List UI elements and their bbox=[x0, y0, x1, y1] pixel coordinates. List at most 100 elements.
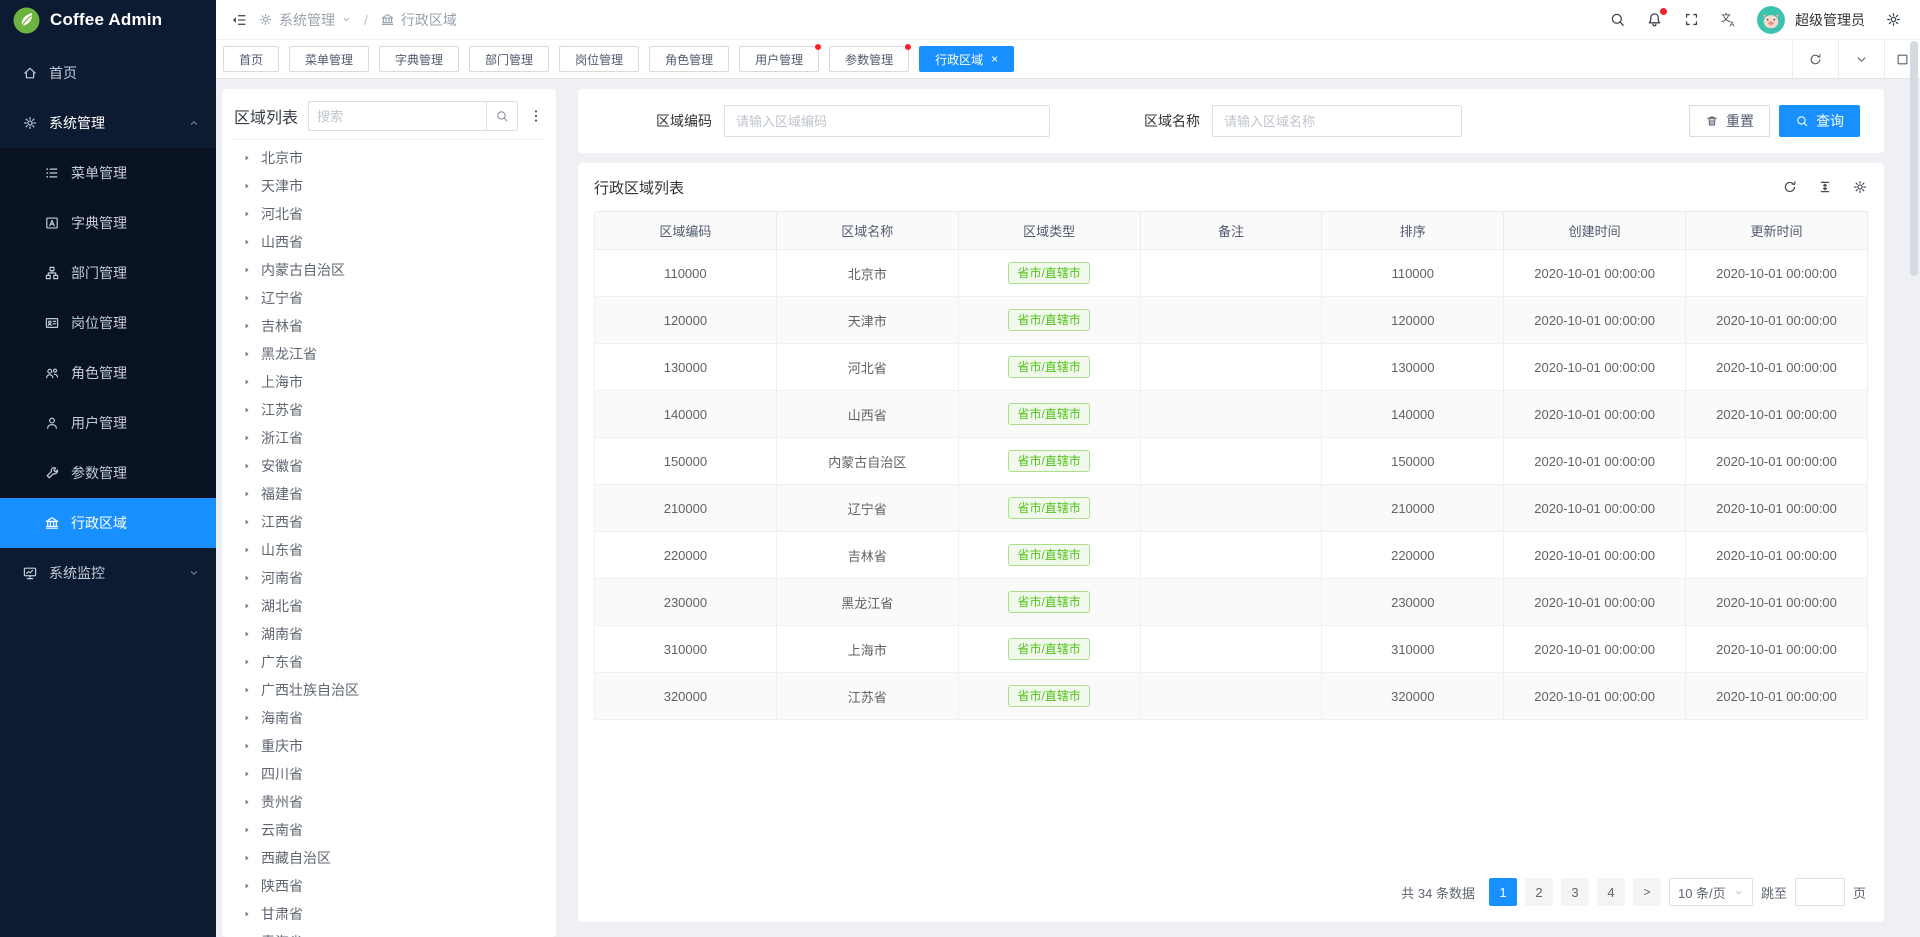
caret-right-icon[interactable] bbox=[242, 825, 252, 835]
tab-字典管理[interactable]: 字典管理 bbox=[379, 46, 460, 72]
user-avatar[interactable] bbox=[1757, 5, 1785, 34]
tree-item-陕西省[interactable]: 陕西省 bbox=[234, 872, 544, 900]
caret-right-icon[interactable] bbox=[242, 209, 252, 219]
tree-item-甘肃省[interactable]: 甘肃省 bbox=[234, 900, 544, 928]
caret-right-icon[interactable] bbox=[242, 377, 252, 387]
caret-right-icon[interactable] bbox=[242, 657, 252, 667]
tree-item-天津市[interactable]: 天津市 bbox=[234, 172, 544, 200]
sidebar-item-dict-management[interactable]: 字典管理 bbox=[0, 198, 216, 248]
jump-page-input[interactable] bbox=[1794, 878, 1845, 906]
caret-right-icon[interactable] bbox=[242, 461, 252, 471]
tree-item-北京市[interactable]: 北京市 bbox=[234, 144, 544, 172]
tab-用户管理[interactable]: 用户管理 bbox=[739, 44, 822, 72]
caret-right-icon[interactable] bbox=[242, 153, 252, 163]
caret-right-icon[interactable] bbox=[242, 517, 252, 527]
sidebar-item-user-management[interactable]: 用户管理 bbox=[0, 398, 216, 448]
tree-item-海南省[interactable]: 海南省 bbox=[234, 704, 544, 732]
caret-right-icon[interactable] bbox=[242, 853, 252, 863]
tab-部门管理[interactable]: 部门管理 bbox=[469, 46, 550, 72]
caret-right-icon[interactable] bbox=[242, 489, 252, 499]
caret-right-icon[interactable] bbox=[242, 321, 252, 331]
caret-right-icon[interactable] bbox=[242, 405, 252, 415]
tree-item-江西省[interactable]: 江西省 bbox=[234, 508, 544, 536]
caret-right-icon[interactable] bbox=[242, 909, 252, 919]
tree-item-河南省[interactable]: 河南省 bbox=[234, 564, 544, 592]
page-size-select[interactable]: 10 条/页 bbox=[1668, 878, 1753, 906]
tree-item-山西省[interactable]: 山西省 bbox=[234, 228, 544, 256]
caret-right-icon[interactable] bbox=[242, 741, 252, 751]
caret-right-icon[interactable] bbox=[242, 237, 252, 247]
page-scrollbar[interactable] bbox=[1910, 41, 1918, 935]
fullscreen-icon[interactable] bbox=[1683, 11, 1700, 28]
tree-item-重庆市[interactable]: 重庆市 bbox=[234, 732, 544, 760]
sidebar-item-menu-management[interactable]: 菜单管理 bbox=[0, 148, 216, 198]
next-page-button[interactable]: > bbox=[1632, 878, 1661, 906]
tree-item-四川省[interactable]: 四川省 bbox=[234, 760, 544, 788]
caret-right-icon[interactable] bbox=[242, 573, 252, 583]
caret-right-icon[interactable] bbox=[242, 797, 252, 807]
scrollbar-thumb[interactable] bbox=[1910, 41, 1918, 276]
sidebar-collapse-icon[interactable] bbox=[230, 11, 248, 29]
breadcrumb-page[interactable]: 行政区域 bbox=[380, 10, 457, 30]
page-button-3[interactable]: 3 bbox=[1560, 878, 1589, 906]
caret-right-icon[interactable] bbox=[242, 881, 252, 891]
sidebar-item-dept-management[interactable]: 部门管理 bbox=[0, 248, 216, 298]
tab-菜单管理[interactable]: 菜单管理 bbox=[289, 46, 370, 72]
content-maximize-button[interactable] bbox=[1884, 40, 1920, 78]
sidebar-item-home[interactable]: 首页 bbox=[0, 48, 216, 98]
caret-right-icon[interactable] bbox=[242, 433, 252, 443]
sidebar-item-system-management[interactable]: 系统管理 bbox=[0, 98, 216, 148]
tree-item-浙江省[interactable]: 浙江省 bbox=[234, 424, 544, 452]
kebab-menu-icon[interactable] bbox=[528, 107, 544, 125]
page-button-2[interactable]: 2 bbox=[1524, 878, 1553, 906]
notifications-bell-icon[interactable] bbox=[1646, 8, 1667, 28]
column-settings-gear-icon[interactable] bbox=[1852, 179, 1868, 195]
caret-right-icon[interactable] bbox=[242, 629, 252, 639]
tab-参数管理[interactable]: 参数管理 bbox=[829, 44, 912, 72]
tree-item-山东省[interactable]: 山东省 bbox=[234, 536, 544, 564]
page-button-1[interactable]: 1 bbox=[1488, 878, 1517, 906]
tree-item-湖南省[interactable]: 湖南省 bbox=[234, 620, 544, 648]
breadcrumb-section[interactable]: 系统管理 bbox=[258, 10, 352, 30]
caret-right-icon[interactable] bbox=[242, 685, 252, 695]
reset-button[interactable]: 重置 bbox=[1689, 105, 1770, 137]
tab-首页[interactable]: 首页 bbox=[223, 46, 280, 72]
tree-item-福建省[interactable]: 福建省 bbox=[234, 480, 544, 508]
region-code-input[interactable] bbox=[724, 105, 1050, 137]
tree-item-河北省[interactable]: 河北省 bbox=[234, 200, 544, 228]
caret-right-icon[interactable] bbox=[242, 601, 252, 611]
tab-角色管理[interactable]: 角色管理 bbox=[649, 46, 730, 72]
tree-item-上海市[interactable]: 上海市 bbox=[234, 368, 544, 396]
settings-gear-icon[interactable] bbox=[1885, 11, 1902, 28]
caret-right-icon[interactable] bbox=[242, 713, 252, 723]
tree-item-西藏自治区[interactable]: 西藏自治区 bbox=[234, 844, 544, 872]
tree-item-江苏省[interactable]: 江苏省 bbox=[234, 396, 544, 424]
caret-right-icon[interactable] bbox=[242, 181, 252, 191]
tree-item-青海省[interactable]: 青海省 bbox=[234, 928, 544, 937]
tree-item-广东省[interactable]: 广东省 bbox=[234, 648, 544, 676]
region-name-input[interactable] bbox=[1212, 105, 1462, 137]
caret-right-icon[interactable] bbox=[242, 293, 252, 303]
user-name[interactable]: 超级管理员 bbox=[1795, 11, 1865, 28]
tree-item-贵州省[interactable]: 贵州省 bbox=[234, 788, 544, 816]
density-icon[interactable] bbox=[1817, 179, 1833, 195]
caret-right-icon[interactable] bbox=[242, 769, 252, 779]
page-button-4[interactable]: 4 bbox=[1596, 878, 1625, 906]
region-tree-search-input[interactable] bbox=[308, 101, 486, 131]
sidebar-item-admin-region[interactable]: 行政区域 bbox=[0, 498, 216, 548]
sidebar-item-post-management[interactable]: 岗位管理 bbox=[0, 298, 216, 348]
search-button[interactable]: 查询 bbox=[1779, 105, 1860, 137]
tree-item-辽宁省[interactable]: 辽宁省 bbox=[234, 284, 544, 312]
tabs-refresh-button[interactable] bbox=[1792, 40, 1838, 78]
tree-item-内蒙古自治区[interactable]: 内蒙古自治区 bbox=[234, 256, 544, 284]
caret-right-icon[interactable] bbox=[242, 545, 252, 555]
caret-right-icon[interactable] bbox=[242, 265, 252, 275]
sidebar-item-system-monitor[interactable]: 系统监控 bbox=[0, 548, 216, 598]
region-tree-search-button[interactable] bbox=[486, 101, 518, 131]
tabs-menu-button[interactable] bbox=[1838, 40, 1884, 78]
tab-行政区域[interactable]: 行政区域 × bbox=[919, 46, 1015, 72]
refresh-icon[interactable] bbox=[1782, 179, 1798, 195]
search-icon[interactable] bbox=[1609, 11, 1626, 28]
tree-item-云南省[interactable]: 云南省 bbox=[234, 816, 544, 844]
